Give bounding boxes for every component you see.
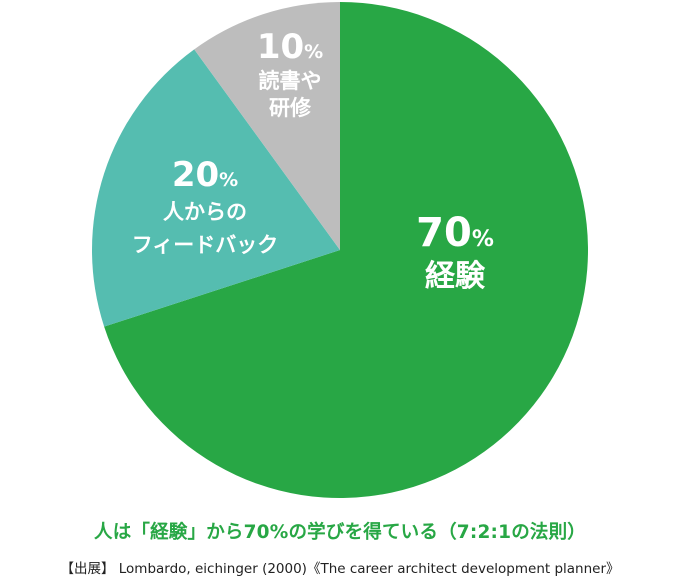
slice-category-label: フィードバック — [132, 233, 279, 257]
slice-category-label: 人からの — [163, 200, 247, 224]
pie-slice-10 — [194, 2, 340, 250]
pie-slices — [91, 2, 589, 498]
slice-percent-label: 10% — [257, 27, 323, 67]
pie-slice-20 — [91, 49, 340, 327]
slice-category-label: 経験 — [425, 259, 486, 294]
chart-title: 人は「経験」から70%の学びを得ている（7:2:1の法則） — [94, 522, 586, 543]
slice-percent-label: 70% — [416, 210, 494, 256]
pie-slice-70 — [104, 2, 589, 498]
slice-category-label: 研修 — [269, 96, 312, 120]
slice-category-label: 読書や — [259, 69, 322, 93]
chart-source: 【出展】 Lombardo, eichinger (2000)《The care… — [60, 561, 620, 577]
slice-percent-label: 20% — [172, 155, 238, 195]
